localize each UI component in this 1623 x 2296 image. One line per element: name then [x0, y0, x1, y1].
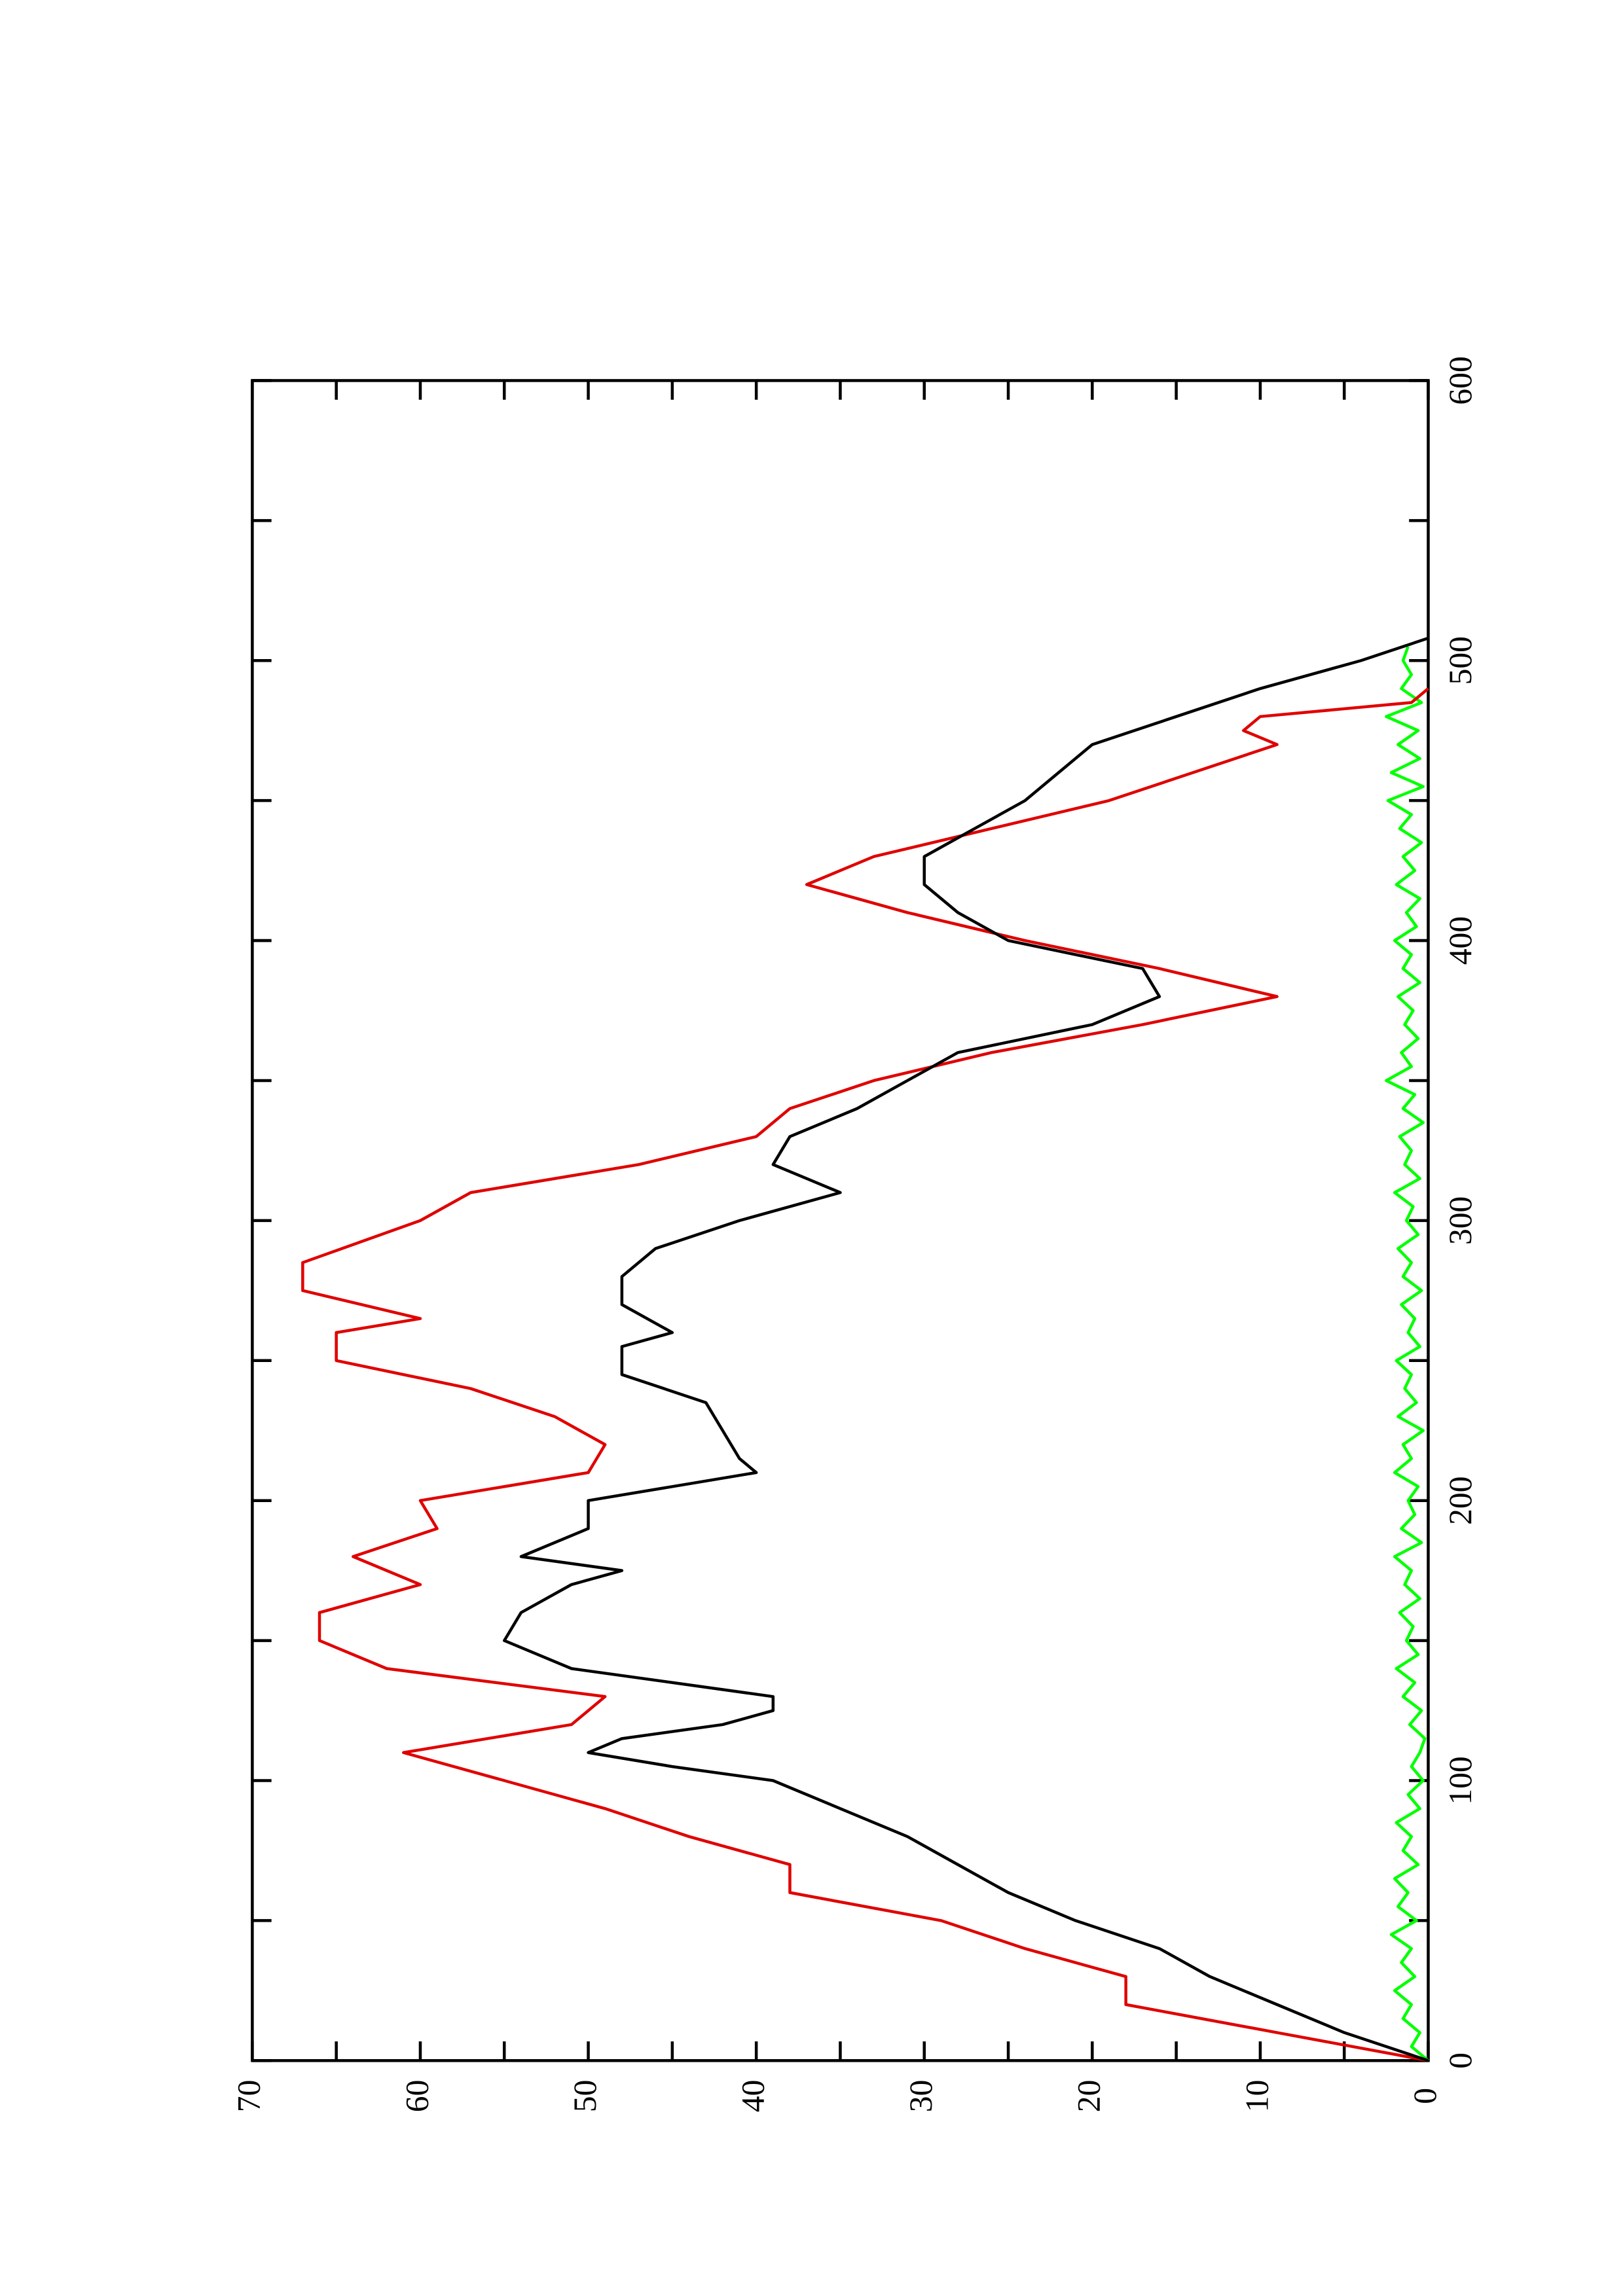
y-tick-label: 10: [1239, 2080, 1275, 2113]
series-line: [1385, 646, 1429, 2062]
x-tick-label: 500: [1442, 636, 1478, 685]
x-tick-label: 400: [1442, 916, 1478, 965]
y-tick-label: 40: [735, 2080, 771, 2113]
y-tick-label: 50: [567, 2080, 603, 2113]
y-tick-label: 0: [1407, 2088, 1443, 2104]
y-tick-label: 30: [903, 2080, 939, 2113]
series-line: [503, 636, 1429, 2062]
x-tick-label: 200: [1442, 1477, 1478, 1525]
y-tick-label: 20: [1071, 2080, 1107, 2113]
y-tick-label: 60: [399, 2080, 435, 2113]
y-tick-label: 70: [231, 2080, 267, 2113]
x-tick-label: 0: [1442, 2053, 1478, 2069]
series-line: [301, 687, 1429, 2062]
x-tick-label: 100: [1442, 1756, 1478, 1804]
x-tick-label: 600: [1442, 356, 1478, 404]
x-tick-label: 300: [1442, 1196, 1478, 1245]
